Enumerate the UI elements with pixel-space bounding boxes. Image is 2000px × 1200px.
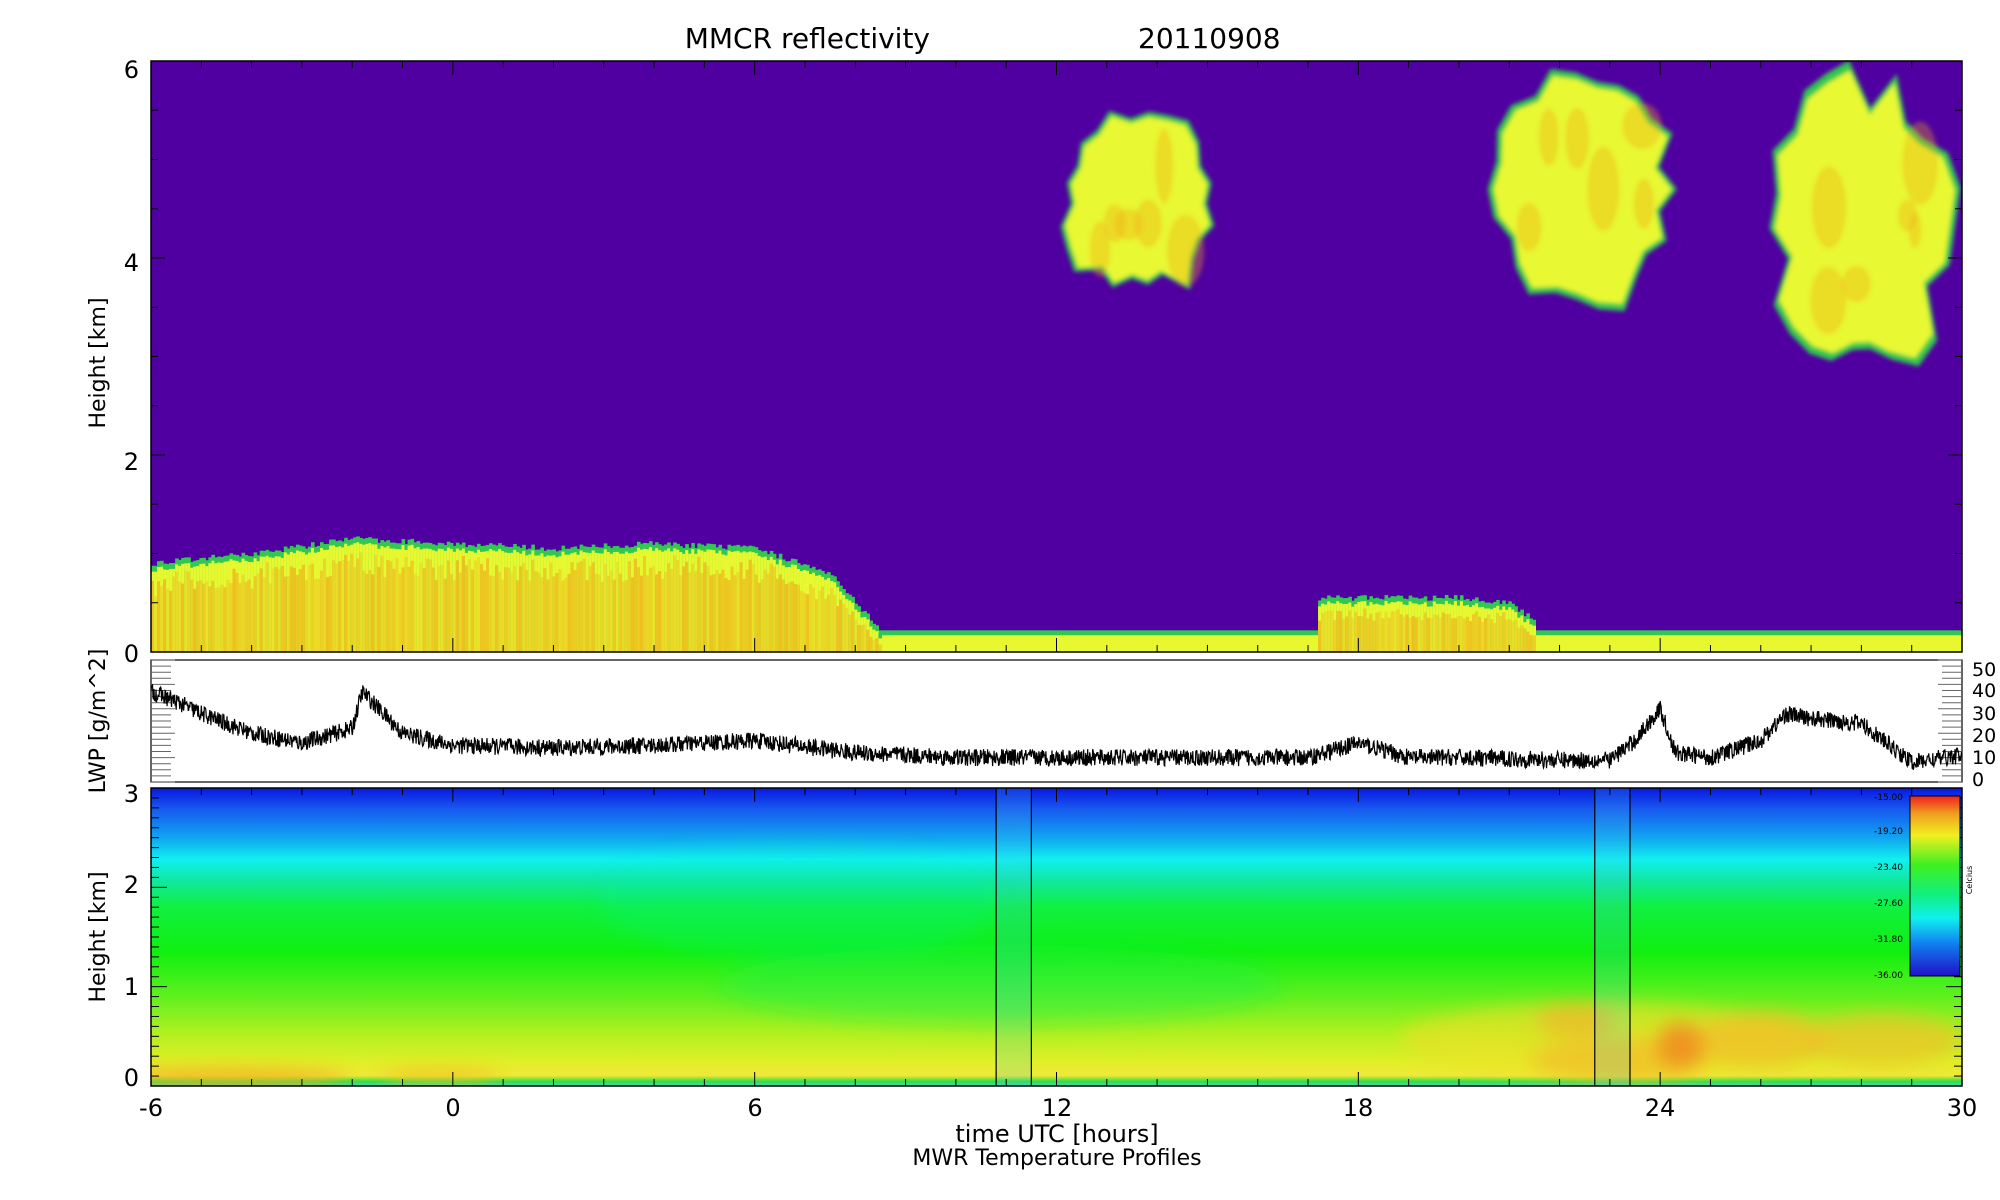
- lwp-ytick-label-10: 10: [1972, 747, 1996, 769]
- lwp-frame: [150, 659, 1963, 783]
- boundary-layer-echo-0: [151, 536, 883, 652]
- xtick-label-18: 18: [1343, 1094, 1374, 1122]
- reflectivity-ytick-label-0: 0: [124, 640, 139, 668]
- colorbar-ramp: [1909, 795, 1961, 977]
- lwp-panel: LWP [g/m^2] 0 10 20 30 40 50: [86, 649, 1996, 794]
- upper-cloud-2: [1769, 61, 1961, 367]
- xtick-label-neg6: -6: [139, 1094, 163, 1122]
- temperature-ylabel: Height [km]: [86, 871, 111, 1002]
- xtick-label-0: 0: [445, 1094, 460, 1122]
- reflectivity-ylabel: Height [km]: [86, 297, 111, 428]
- lwp-ytick-label-50: 50: [1972, 659, 1996, 681]
- lwp-ytick-label-30: 30: [1972, 703, 1996, 725]
- reflectivity-panel: Height [km] 0 2 4 6: [86, 56, 1963, 668]
- footer-label: MWR Temperature Profiles: [912, 1146, 1201, 1171]
- xtick-label-12: 12: [1042, 1094, 1073, 1122]
- colorbar-label: Celcius: [1965, 866, 1974, 895]
- temperature-ytick-label-2: 2: [124, 871, 139, 899]
- boundary-layer-echo-1: [1318, 594, 1537, 652]
- lwp-ytick-label-20: 20: [1972, 725, 1996, 747]
- colorbar-tick-label: -31.80: [1874, 935, 1903, 945]
- reflectivity-ytick-label-4: 4: [124, 249, 139, 277]
- lwp-series-line: [150, 684, 1963, 771]
- temperature-panel: Height [km] 0 1 2 3 -15.00 -19.20 -23.40…: [86, 780, 1974, 1092]
- reflectivity-echo-layer: [151, 61, 1962, 652]
- colorbar-tick-label: -15.00: [1874, 793, 1903, 803]
- temperature-ytick-label-3: 3: [124, 780, 139, 808]
- chart-title: MMCR reflectivity: [685, 22, 930, 55]
- lwp-ylabel: LWP [g/m^2]: [86, 649, 111, 794]
- xtick-label-6: 6: [747, 1094, 762, 1122]
- colorbar-tick-label: -36.00: [1874, 971, 1903, 981]
- colorbar-tick-label: -19.20: [1874, 827, 1903, 837]
- xtick-label-24: 24: [1645, 1094, 1676, 1122]
- upper-cloud-0: [1060, 110, 1215, 290]
- colorbar: -15.00 -19.20 -23.40 -27.60 -31.80 -36.0…: [1874, 793, 1974, 981]
- x-axis-ticks: [150, 61, 1963, 1086]
- temperature-warm-patches: [151, 840, 1960, 1086]
- colorbar-tick-label: -23.40: [1874, 863, 1903, 873]
- upper-cloud-1: [1487, 69, 1677, 312]
- chart-date: 20110908: [1138, 22, 1281, 55]
- temperature-ytick-label-1: 1: [124, 973, 139, 1001]
- xtick-label-30: 30: [1947, 1094, 1978, 1122]
- missing-data-band: [996, 788, 1032, 1086]
- lwp-ytick-label-0: 0: [1972, 769, 1984, 791]
- temperature-ytick-label-0: 0: [124, 1064, 139, 1092]
- lwp-ytick-label-40: 40: [1972, 680, 1996, 702]
- reflectivity-ytick-label-2: 2: [124, 448, 139, 476]
- missing-data-band: [1594, 788, 1630, 1086]
- colorbar-tick-label: -27.60: [1874, 899, 1903, 909]
- reflectivity-ytick-label-6: 6: [124, 56, 139, 84]
- reflectivity-y-ticks: [151, 60, 1962, 653]
- temperature-vertical-markers: [995, 788, 1631, 1086]
- x-axis-label: time UTC [hours]: [955, 1120, 1158, 1148]
